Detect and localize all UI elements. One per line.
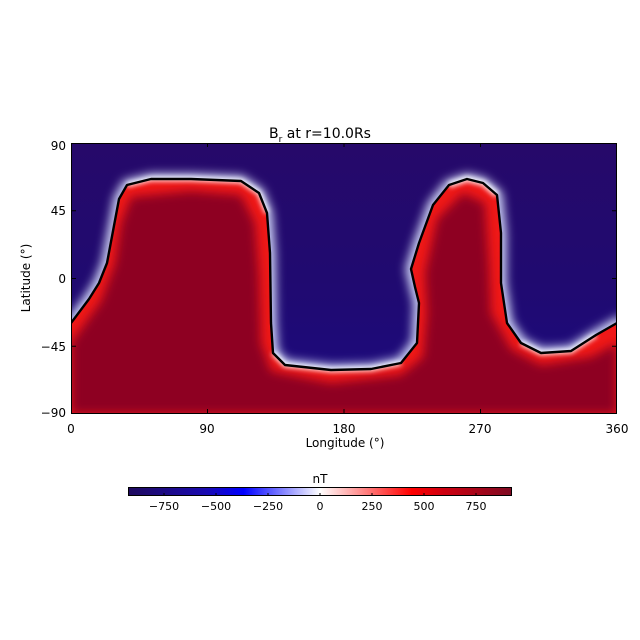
y-tick-label: −90 (40, 406, 66, 420)
x-tick-label: 0 (67, 422, 75, 436)
colorbar-label: nT (312, 472, 328, 486)
y-tick-label: 0 (58, 272, 66, 286)
y-tick-label: 45 (50, 204, 66, 218)
colorbar (128, 487, 512, 496)
x-tick-label: 270 (468, 422, 492, 436)
heatmap-plot-area (71, 143, 617, 414)
x-tick-label: 90 (199, 422, 215, 436)
colorbar-tick-label: 750 (465, 500, 487, 513)
zero-contour (71, 177, 617, 372)
y-axis-label: Latitude (°) (19, 243, 33, 313)
colorbar-tick-label: −250 (252, 500, 284, 513)
x-axis-label: Longitude (°) (305, 436, 385, 450)
y-tick-label: −45 (40, 340, 66, 354)
x-tick-label: 360 (605, 422, 629, 436)
colorbar-tick-label: −500 (200, 500, 232, 513)
chart-title: Br at r=10.0Rs (269, 126, 371, 145)
colorbar-tick-label: −750 (148, 500, 180, 513)
y-tick-label: 90 (50, 139, 66, 153)
x-tick-label: 180 (332, 422, 356, 436)
colorbar-tick-label: 0 (316, 500, 324, 513)
colorbar-tick-label: 500 (413, 500, 435, 513)
colorbar-tick-label: 250 (361, 500, 383, 513)
